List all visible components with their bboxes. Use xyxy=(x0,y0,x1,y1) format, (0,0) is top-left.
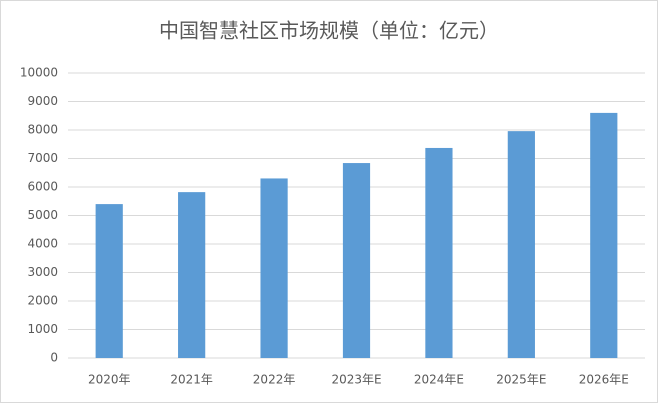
bar xyxy=(95,204,123,358)
y-tick-label: 6000 xyxy=(27,180,58,194)
y-tick-label: 8000 xyxy=(27,123,58,137)
x-tick-label: 2021年 xyxy=(170,373,213,387)
y-tick-label: 0 xyxy=(50,351,58,365)
bar xyxy=(342,163,371,358)
y-tick-label: 3000 xyxy=(27,265,58,279)
chart-title: 中国智慧社区市场规模（单位：亿元） xyxy=(159,19,499,43)
y-tick-label: 10000 xyxy=(20,66,58,80)
x-tick-label: 2026年E xyxy=(579,373,629,387)
x-tick-label: 2020年 xyxy=(88,373,131,387)
bar xyxy=(425,147,453,358)
y-tick-label: 5000 xyxy=(27,208,58,222)
x-tick-label: 2025年E xyxy=(496,373,546,387)
bar xyxy=(260,178,288,358)
bar xyxy=(590,112,618,359)
y-tick-label: 1000 xyxy=(27,322,58,336)
x-tick-label: 2022年 xyxy=(253,373,296,387)
y-tick-label: 9000 xyxy=(27,94,58,108)
x-tick-label: 2024年E xyxy=(414,373,464,387)
y-tick-label: 2000 xyxy=(27,294,58,308)
y-tick-label: 7000 xyxy=(27,151,58,165)
y-tick-label: 4000 xyxy=(27,237,58,251)
bar xyxy=(178,192,206,358)
x-tick-label: 2023年E xyxy=(331,373,381,387)
bar xyxy=(507,131,535,358)
